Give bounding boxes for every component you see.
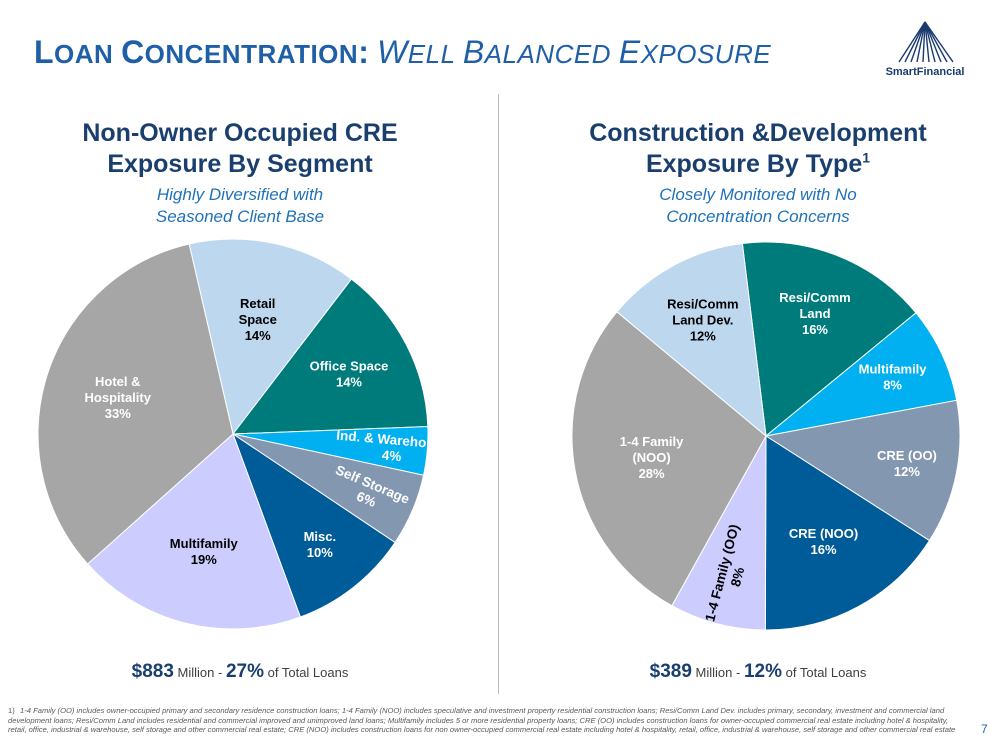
pie-label-noo-misc: Misc. 10%: [304, 529, 337, 560]
pie-slice-noo-misc: [231, 432, 396, 618]
pie-slice-cd-cre-noo: [764, 435, 931, 631]
page-subtitle: WELL BALANCED EXPOSURE: [377, 34, 772, 70]
pie-label-cd-resi-comm-land: Resi/Comm Land 16%: [779, 290, 851, 337]
logo-text: SmartFinancial: [885, 66, 965, 78]
pie-label-cd-cre-noo: CRE (NOO) 16%: [789, 526, 858, 557]
pie-slice-cd-cre-oo: [764, 399, 961, 542]
left-panel-subtitle: Highly Diversified with Seasoned Client …: [155, 185, 325, 226]
logo-mark-icon: [898, 21, 954, 63]
panel-divider: [498, 94, 499, 694]
footnote-ref: 1: [862, 149, 871, 166]
pie-label-cd-multifamily: Multifamily 8%: [859, 361, 928, 392]
pie-label-cd-cre-oo: CRE (OO) 12%: [877, 448, 937, 479]
pie-slice-noo-retail-space: [188, 238, 353, 436]
right-panel-title: Construction &Development Exposure By Ty…: [589, 119, 927, 178]
pie-label-cd-1-4-family-noo: 1-4 Family (NOO) 28%: [620, 434, 684, 481]
pie-slice-cd-1-4-family-noo: [571, 311, 767, 607]
pie-slice-noo-office-space: [231, 278, 429, 435]
pie-label-noo-retail-space: Retail Space 14%: [239, 296, 277, 343]
pie-chart-construction: Resi/Comm Land 16% Multifamily 8% CRE (OO) 12%…: [571, 241, 961, 631]
pie-label-noo-multifamily: Multifamily 19%: [170, 536, 239, 567]
pie-slice-cd-1-4-family-oo: [671, 435, 767, 631]
pie-label-noo-office-space: Office Space 14%: [310, 358, 389, 389]
right-panel-subtitle: Closely Monitored with No Concentration …: [659, 185, 857, 226]
page-title: LOAN CONCENTRATION: WELL BALANCED EXPOSU…: [34, 34, 772, 70]
footnote: 1) 1-4 Family (OO) includes owner-occupie…: [8, 706, 956, 734]
pie-slice-cd-multifamily: [765, 312, 958, 437]
left-panel-title: Non-Owner Occupied CRE Exposure By Segme…: [82, 119, 398, 178]
pie-slice-noo-multifamily: [86, 433, 301, 630]
pie-slice-cd-resi-comm-land: [741, 241, 917, 437]
pie-label-cd-resi-comm-land-dev: Resi/Comm Land Dev. 12%: [667, 297, 739, 344]
pie-slice-cd-resi-comm-land-dev: [616, 242, 767, 438]
pie-label-noo-hotel-hospitality: Hotel & Hospitality 33%: [85, 374, 152, 421]
page-number: 7: [981, 722, 988, 736]
pie-slice-noo-hotel-hospitality: [37, 243, 234, 565]
left-total: $883 Million - 27% of Total Loans: [131, 661, 349, 682]
pie-chart-noo-cre: Retail Space 14%Office Space 14%Ind. & Ware…: [37, 238, 451, 630]
right-total: $389 Million - 12% of Total Loans: [649, 661, 867, 682]
smartfinancial-logo: SmartFinancial: [885, 20, 965, 80]
